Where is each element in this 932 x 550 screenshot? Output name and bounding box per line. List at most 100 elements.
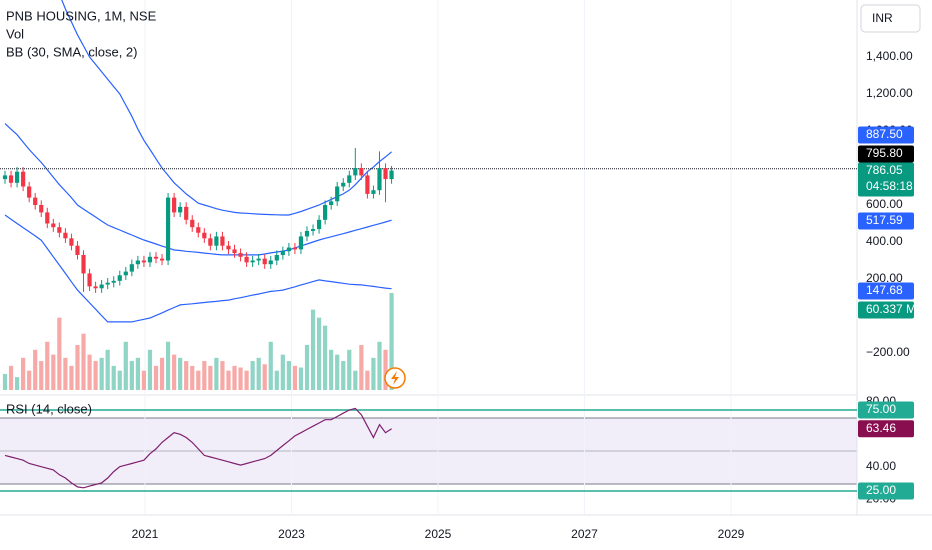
- volume-bar: [280, 354, 285, 390]
- candle-body: [153, 256, 159, 259]
- volume-bar: [172, 354, 177, 390]
- volume-bar: [141, 370, 147, 390]
- time-tick-label: 2021: [132, 527, 159, 541]
- grid: [144, 0, 732, 515]
- bb-basis: [4, 123, 392, 256]
- volume-bar: [63, 357, 68, 390]
- volume-bar: [105, 349, 110, 390]
- volume-bar: [226, 370, 231, 390]
- volume-bar: [250, 361, 255, 390]
- volume-bar: [347, 349, 352, 390]
- candle-body: [280, 251, 285, 255]
- candle-body: [256, 258, 261, 261]
- volume-bar: [274, 370, 279, 390]
- candle-body: [165, 197, 171, 261]
- price-tick-label: 400.00: [866, 234, 903, 248]
- candle-body: [202, 232, 207, 239]
- candle-body: [21, 171, 26, 187]
- rsi-tag: [858, 401, 914, 419]
- candle-body: [310, 229, 316, 231]
- candle-body: [359, 168, 364, 176]
- volume-bar: [99, 357, 104, 390]
- rsi-tick-label: 40.00: [866, 459, 896, 473]
- candle-body: [220, 236, 225, 246]
- rsi-tag-label: 25.00: [866, 483, 896, 497]
- price-tick-label: 1,200.00: [866, 86, 913, 100]
- volume-bar: [383, 349, 388, 390]
- candle-body: [117, 275, 122, 281]
- price-tag: [858, 212, 914, 230]
- symbol-title[interactable]: PNB HOUSING, 1M, NSE: [6, 8, 157, 23]
- candle-body: [298, 236, 304, 250]
- candle-body: [196, 227, 201, 233]
- candle-body: [93, 286, 98, 289]
- candle-body: [214, 236, 219, 246]
- candle-body: [33, 197, 38, 205]
- volume-bar: [244, 370, 249, 390]
- volume-bar: [159, 357, 165, 390]
- price-tag-label: 786.05: [866, 163, 903, 177]
- volume-bar: [202, 361, 207, 390]
- volume-bar: [190, 365, 195, 390]
- rsi-tag: [858, 420, 914, 438]
- candle-body: [232, 249, 237, 254]
- currency-button[interactable]: [860, 4, 921, 33]
- candle-body: [63, 232, 68, 239]
- candle-body: [14, 171, 20, 183]
- candle-body: [69, 238, 74, 246]
- candle-body: [208, 238, 213, 246]
- bb-lower: [4, 214, 392, 323]
- price-tag: [858, 126, 914, 144]
- volume-bar: [135, 357, 140, 390]
- volume-bar: [353, 370, 358, 390]
- rsi-tag-label: 63.46: [866, 421, 896, 435]
- volume-bar: [8, 365, 14, 390]
- candle-body: [341, 182, 346, 187]
- countdown-label: 04:58:18: [866, 179, 913, 193]
- candle-body: [45, 212, 50, 224]
- candle-body: [105, 282, 110, 285]
- volume-bar: [51, 354, 56, 390]
- currency-label: INR: [872, 11, 893, 25]
- volume-bar: [81, 333, 86, 390]
- candle-body: [268, 260, 273, 265]
- volume-bar: [389, 292, 394, 390]
- volume-bar: [268, 341, 273, 390]
- volume-bar: [256, 357, 261, 390]
- volume-bar: [111, 365, 116, 390]
- volume-bar: [220, 361, 225, 390]
- volume-bar: [323, 325, 328, 390]
- price-tick-label: −200.00: [866, 345, 910, 359]
- candle-body: [159, 258, 165, 261]
- volume-bar: [93, 361, 98, 390]
- volume-bar: [75, 344, 80, 390]
- rsi-line: [4, 407, 392, 489]
- volume-legend[interactable]: Vol: [6, 26, 24, 41]
- candle-body: [190, 219, 195, 228]
- candle-body: [347, 175, 352, 183]
- volume-bar: [117, 370, 122, 390]
- candle-body: [2, 175, 8, 180]
- price-tick-label: 200.00: [866, 271, 903, 285]
- volume-bar: [39, 361, 44, 390]
- volume-bar: [165, 341, 171, 390]
- rsi-tag: [858, 482, 914, 500]
- volume-bar: [329, 349, 334, 390]
- volume-bar: [14, 377, 20, 390]
- price-tag: [858, 145, 914, 163]
- rsi-legend[interactable]: RSI (14, close): [6, 401, 92, 416]
- candle-body: [250, 260, 255, 263]
- bb-legend[interactable]: BB (30, SMA, close, 2): [6, 44, 138, 59]
- candle-body: [292, 247, 298, 250]
- candle-body: [389, 170, 394, 180]
- candle-body: [316, 219, 322, 230]
- volume-bar: [178, 357, 183, 390]
- candle-body: [244, 256, 249, 263]
- price-tag-label: 795.80: [866, 146, 903, 160]
- volume-bar: [27, 370, 32, 390]
- price-tick-label: 1,400.00: [866, 49, 913, 63]
- price-tag: [858, 162, 914, 197]
- volume-bar: [69, 365, 74, 390]
